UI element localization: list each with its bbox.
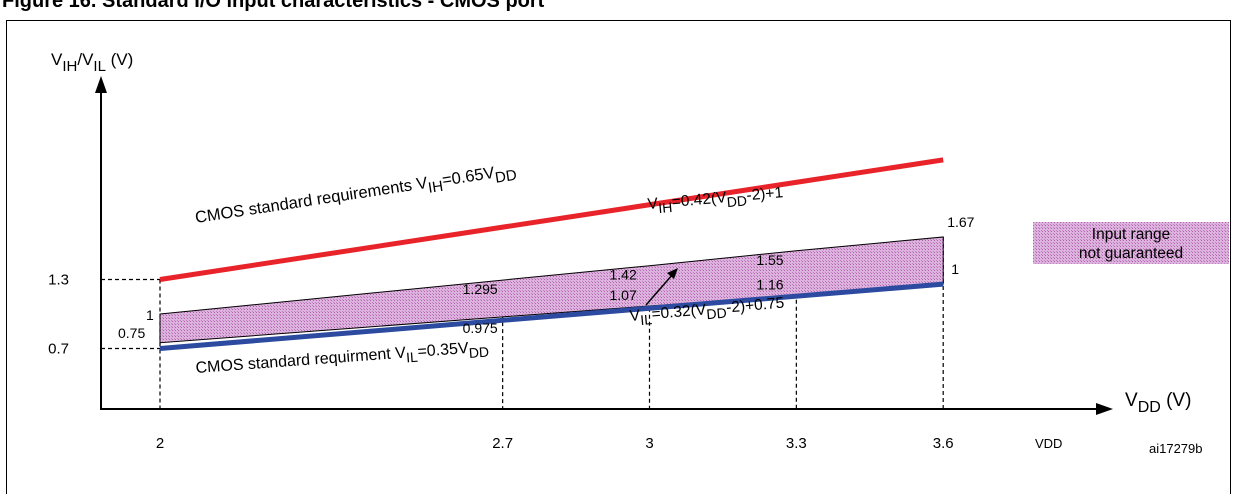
vil-standard-line bbox=[159, 281, 944, 351]
y-tick-labels: 0.7 1.3 bbox=[48, 272, 69, 358]
vih-equation-label: VIH=0.42(VDD-2)+1 bbox=[647, 184, 784, 217]
x-tick-label: 2.7 bbox=[492, 435, 513, 452]
vil-equation-pointer bbox=[645, 273, 674, 306]
legend-line-2: not guaranteed bbox=[1079, 245, 1183, 262]
vil-equation-label: VIL=0.32(VDD-2)+0.75 bbox=[629, 295, 785, 329]
y-tick-label: 0.7 bbox=[48, 341, 69, 358]
legend-swatch bbox=[1033, 222, 1229, 264]
x-axis-arrow bbox=[1096, 403, 1113, 415]
vil-standard-label: CMOS standard requirment VIL=0.35VDD bbox=[195, 339, 490, 381]
y-tick-label: 1.3 bbox=[48, 272, 69, 289]
vil-point-label: 0.75 bbox=[118, 325, 145, 341]
chart-frame: 2 2.7 3 3.3 3.6 0.7 1.3 1 1.295 1.42 1.55 1.67 0.… bbox=[6, 20, 1231, 494]
input-range-band bbox=[159, 236, 944, 344]
vih-point-label: 1.67 bbox=[947, 214, 974, 230]
vil-point-label: 1.07 bbox=[610, 287, 637, 303]
vil-point-label: 0.975 bbox=[463, 320, 498, 336]
vih-point-label: 1.42 bbox=[610, 267, 637, 283]
axes bbox=[95, 76, 1113, 415]
chart-svg: 2 2.7 3 3.3 3.6 0.7 1.3 1 1.295 1.42 1.55 1.67 0.… bbox=[48, 50, 1229, 456]
vih-standard-label: CMOS standard requirements VIH=0.65VDD bbox=[194, 161, 518, 232]
x-axis-subtitle: VDD bbox=[1035, 436, 1062, 451]
x-tick-labels: 2 2.7 3 3.3 3.6 bbox=[156, 435, 954, 452]
x-tick-label: 2 bbox=[156, 435, 164, 452]
vil-equation-pointer-head bbox=[667, 268, 678, 279]
legend-line-1: Input range bbox=[1092, 226, 1170, 243]
vih-point-label: 1 bbox=[146, 307, 154, 323]
figure-caption: Figure 16. Standard I/O input characteri… bbox=[2, 0, 545, 12]
x-tick-label: 3 bbox=[645, 435, 653, 452]
vih-point-label: 1.295 bbox=[463, 281, 498, 297]
vih-point-label: 1.55 bbox=[756, 252, 783, 268]
x-tick-label: 3.6 bbox=[933, 435, 954, 452]
figure-id: ai17279b bbox=[1149, 441, 1203, 456]
y-axis-arrow bbox=[95, 76, 107, 93]
x-tick-label: 3.3 bbox=[786, 435, 807, 452]
vil-point-labels: 0.75 0.975 1.07 1.16 1 bbox=[118, 261, 959, 341]
vil-point-label: 1 bbox=[951, 261, 959, 277]
vih-standard-line bbox=[159, 157, 944, 282]
y-axis-title: VIH/VIL (V) bbox=[51, 50, 133, 75]
x-axis-title: VDD (V) bbox=[1125, 390, 1191, 416]
vih-point-labels: 1 1.295 1.42 1.55 1.67 bbox=[146, 214, 975, 323]
vil-point-label: 1.16 bbox=[756, 277, 783, 293]
